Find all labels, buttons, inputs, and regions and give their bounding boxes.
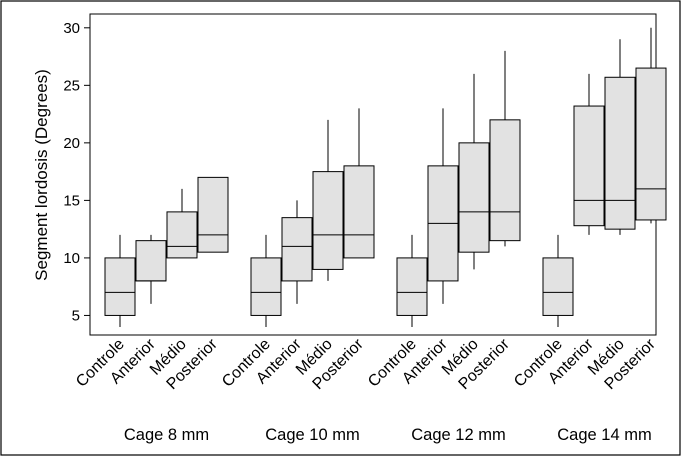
box-2-4 xyxy=(343,108,375,259)
iqr-box xyxy=(197,176,229,253)
y-axis: 5 10 15 20 25 30 xyxy=(63,20,90,324)
iqr-box xyxy=(281,217,313,282)
iqr-box xyxy=(250,257,282,316)
iqr-box xyxy=(396,257,428,316)
iqr-box xyxy=(104,257,136,316)
box-series xyxy=(104,27,667,327)
box-3-4 xyxy=(489,50,521,247)
box-1-3 xyxy=(166,188,198,259)
group-label: Cage 12 mm xyxy=(411,426,505,444)
group-labels: Cage 8 mm Cage 10 mm Cage 12 mm Cage 14 mm xyxy=(124,426,652,444)
y-tick-label: 15 xyxy=(63,192,80,209)
box-2-1 xyxy=(250,234,282,327)
iqr-box xyxy=(489,119,521,242)
iqr-box xyxy=(604,76,636,230)
box-1-1 xyxy=(104,234,136,327)
box-2-2 xyxy=(281,200,313,304)
y-tick-label: 25 xyxy=(63,77,80,94)
box-3-1 xyxy=(396,234,428,327)
iqr-box xyxy=(573,105,605,227)
box-4-2 xyxy=(573,73,605,235)
box-2-3 xyxy=(312,119,344,281)
group-label: Cage 14 mm xyxy=(557,426,651,444)
box-1-2 xyxy=(135,234,167,304)
y-tick-label: 30 xyxy=(63,20,80,37)
y-tick-label: 10 xyxy=(63,250,80,267)
y-tick-label: 20 xyxy=(63,135,80,152)
box-3-2 xyxy=(427,108,459,304)
iqr-box xyxy=(343,165,375,259)
iqr-box xyxy=(635,67,667,221)
group-label: Cage 8 mm xyxy=(124,426,209,444)
category-labels: ControleAnteriorMédioPosteriorControleAn… xyxy=(73,335,659,393)
box-4-1 xyxy=(542,234,574,327)
iqr-box xyxy=(166,211,198,259)
box-3-3 xyxy=(458,73,490,270)
y-axis-label: Segment lordosis (Degrees) xyxy=(32,69,51,281)
box-4-3 xyxy=(604,39,636,235)
y-tick-label: 5 xyxy=(72,307,80,324)
group-label: Cage 10 mm xyxy=(265,426,359,444)
iqr-box xyxy=(458,142,490,253)
box-4-4 xyxy=(635,27,667,224)
box-1-4 xyxy=(197,176,229,253)
iqr-box xyxy=(312,171,344,270)
iqr-box xyxy=(135,240,167,282)
iqr-box xyxy=(542,257,574,316)
